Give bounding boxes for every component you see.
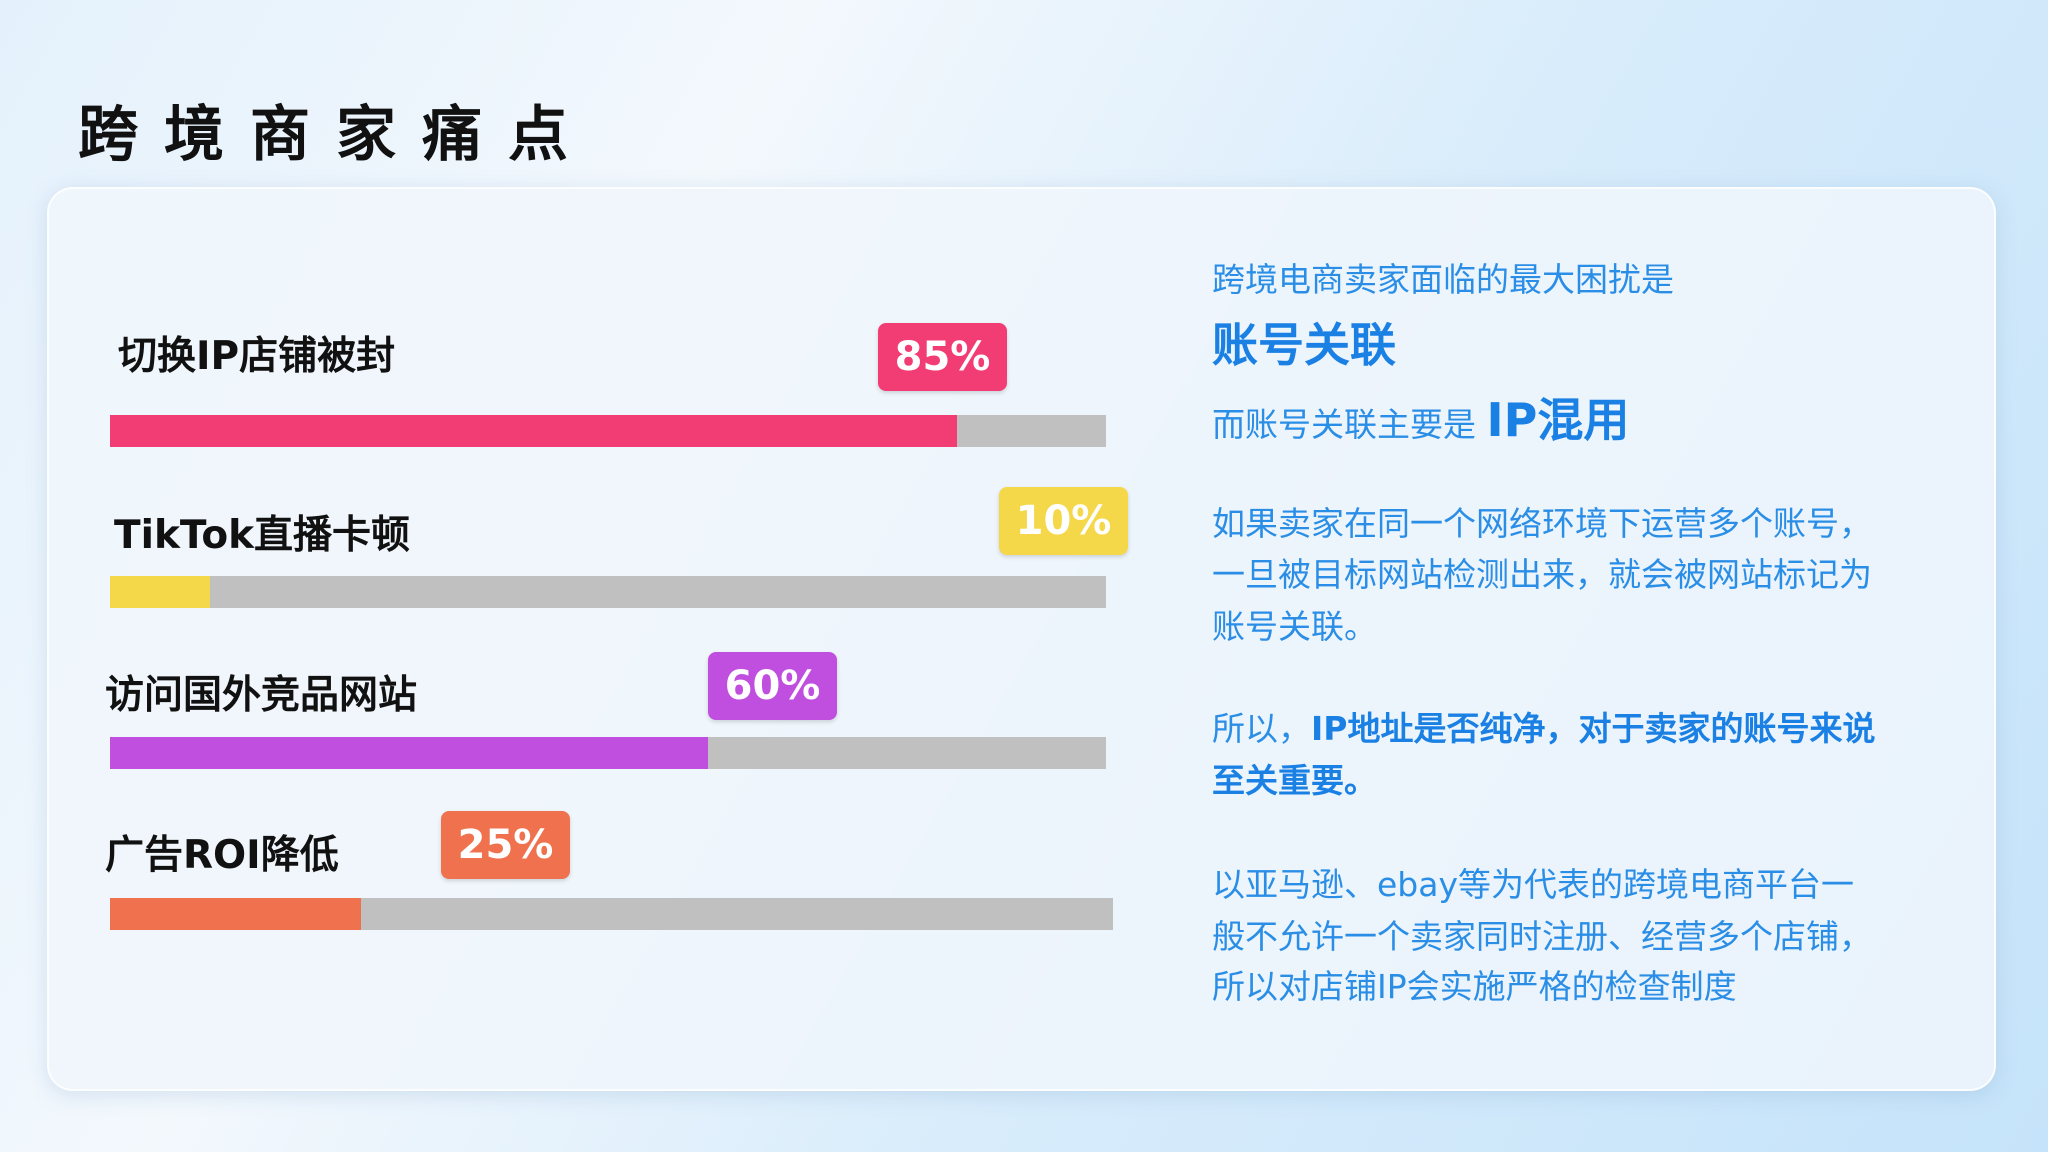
percent-badge: 85%	[878, 323, 1007, 391]
progress-track	[110, 415, 1106, 447]
para2-emphasis: IP地址是否纯净，对于卖家的账号来说	[1311, 709, 1876, 748]
bar-label: 切换IP店铺被封	[118, 334, 396, 379]
percent-badge: 10%	[999, 487, 1128, 555]
para1-line: 一旦被目标网站检测出来，就会被网站标记为	[1212, 555, 1872, 594]
content-card	[47, 187, 1996, 1091]
page-title: 跨境商家痛点	[78, 100, 594, 170]
progress-fill	[110, 415, 957, 447]
bar-label: 广告ROI降低	[105, 833, 339, 878]
para3-line: 所以对店铺IP会实施严格的检查制度	[1212, 967, 1737, 1006]
para2-line: 至关重要。	[1212, 761, 1377, 800]
progress-track	[110, 898, 1113, 930]
progress-track	[110, 737, 1106, 769]
percent-badge: 60%	[708, 652, 837, 720]
para1-line: 账号关联。	[1212, 607, 1377, 646]
intro-line: 跨境电商卖家面临的最大困扰是	[1212, 260, 1674, 299]
percent-badge: 25%	[441, 811, 570, 879]
para1-line: 如果卖家在同一个网络环境下运营多个账号，	[1212, 504, 1872, 543]
cause-emphasis: IP混用	[1486, 393, 1630, 447]
bar-label: 访问国外竞品网站	[105, 673, 418, 718]
progress-track	[110, 576, 1106, 608]
cause-line: 而账号关联主要是 IP混用	[1212, 384, 1629, 450]
bar-label: TikTok直播卡顿	[114, 513, 411, 558]
cause-prefix: 而账号关联主要是	[1212, 405, 1476, 444]
para3-line: 般不允许一个卖家同时注册、经营多个店铺，	[1212, 917, 1872, 956]
highlight-account-association: 账号关联	[1212, 318, 1396, 372]
para2-line: 所以，IP地址是否纯净，对于卖家的账号来说	[1212, 702, 1875, 750]
para3-line: 以亚马逊、ebay等为代表的跨境电商平台一	[1212, 865, 1855, 904]
para2-prefix: 所以，	[1212, 709, 1311, 748]
progress-fill	[110, 576, 210, 608]
progress-fill	[110, 737, 708, 769]
progress-fill	[110, 898, 361, 930]
